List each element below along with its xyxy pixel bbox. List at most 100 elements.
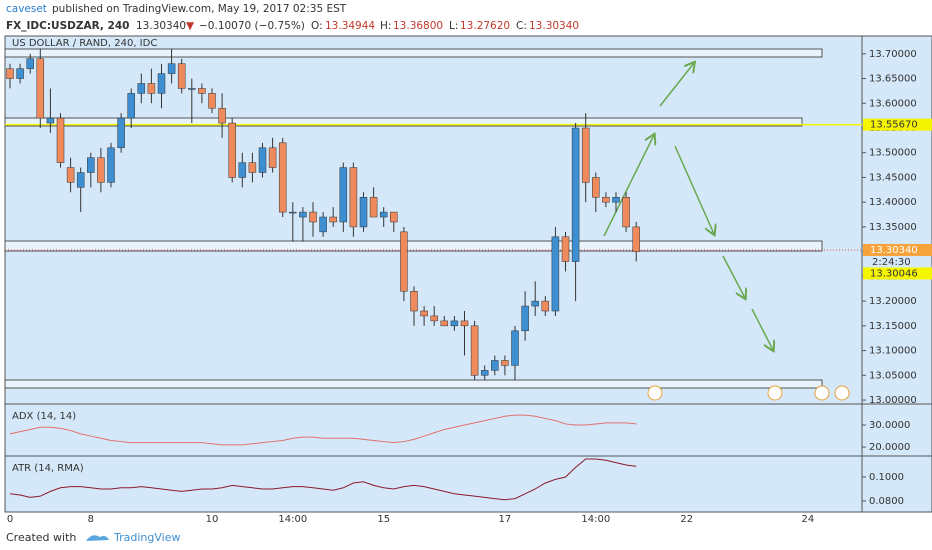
arrow: ▼ [186, 20, 195, 32]
candle-body [218, 107, 226, 124]
candle-body [491, 360, 499, 371]
o-value: 13.34944 [325, 20, 375, 32]
pane-title: ADX (14, 14) [12, 411, 76, 422]
candle-body [76, 172, 85, 188]
candle-body [440, 320, 449, 327]
price-tag [863, 118, 932, 131]
y-tick-label: 0.0800 [869, 496, 904, 507]
arrow [751, 308, 773, 350]
candle-body [460, 320, 469, 327]
candle-body [238, 162, 247, 178]
y-tick-label: 13.05000 [869, 370, 917, 381]
candle-body [622, 196, 630, 228]
candle-body [450, 320, 459, 327]
candle-body [56, 117, 65, 163]
y-tick-label: 13.10000 [869, 346, 917, 357]
candle-body [117, 117, 125, 149]
logo [86, 535, 109, 541]
candle-body [480, 370, 489, 376]
pane-title: ATR (14, RMA) [12, 463, 84, 474]
arrow [603, 135, 654, 237]
change: −0.10070 (−0.75%) [199, 20, 305, 32]
l-label: L: [449, 20, 458, 32]
y-tick-label: 13.40000 [869, 197, 917, 208]
event-icon[interactable] [767, 385, 783, 401]
candle-body [329, 216, 337, 223]
candle-body [400, 231, 408, 292]
candle-body [632, 226, 640, 252]
event-icon[interactable] [814, 385, 830, 401]
candle-body [137, 83, 146, 94]
o-label: O: [311, 20, 323, 32]
h-label: H: [380, 20, 391, 32]
candle-body [470, 325, 479, 376]
candle-body [612, 196, 620, 203]
x-tick-label: 10 [206, 514, 219, 525]
symbol: FX_IDC:USDZAR, 240 [6, 20, 129, 32]
candle-body [390, 211, 398, 223]
pane-title: US DOLLAR / RAND, 240, IDC [12, 38, 157, 49]
candle-body [268, 147, 277, 168]
candle-body [107, 147, 115, 183]
zone [4, 48, 823, 58]
x-tick-label: 22 [680, 514, 693, 525]
candle-body [167, 63, 176, 74]
candle-body [410, 290, 418, 312]
y-tick-label: 0.1000 [869, 472, 904, 483]
price-tag-label: 13.55670 [870, 120, 918, 131]
candle-body [16, 68, 24, 79]
event-icon[interactable] [647, 385, 663, 401]
candle-body [26, 58, 34, 69]
last: 13.30340 [136, 20, 186, 32]
x-tick-label: 17 [499, 514, 512, 525]
y-tick-label: 13.00000 [869, 395, 917, 406]
arrow [722, 255, 745, 298]
y-tick-label: 13.65000 [869, 74, 917, 85]
publisher[interactable]: caveset [6, 3, 47, 15]
brand[interactable]: TradingView [113, 531, 180, 544]
candle-body [188, 88, 196, 90]
candle-body [147, 83, 156, 94]
x-tick-label: 24 [802, 514, 815, 525]
drawings [4, 48, 823, 389]
event-icon[interactable] [834, 385, 850, 401]
y-tick-label: 30.0000 [869, 420, 910, 431]
price-tag-label: 13.30340 [870, 245, 918, 256]
candle-body [369, 196, 378, 218]
candle-body [6, 68, 14, 79]
candle-body [208, 93, 216, 109]
candle-body [359, 196, 368, 228]
zone [4, 379, 823, 389]
candle-body [521, 305, 529, 332]
candle-body [379, 211, 388, 218]
price-tag-label: 13.30046 [870, 268, 918, 279]
candle-body [571, 127, 580, 262]
published: published on TradingView.com, May 19, 20… [52, 3, 347, 15]
candle-body [36, 58, 45, 119]
zone [4, 117, 803, 127]
zone [4, 240, 823, 252]
candle-body [349, 167, 358, 228]
candle-body [531, 300, 539, 307]
candle-body [289, 211, 297, 214]
candle-body [430, 315, 438, 322]
candle-body [551, 236, 560, 312]
candle-body [299, 211, 307, 218]
y-tick-label: 13.45000 [869, 172, 917, 183]
candle-body [87, 157, 95, 173]
candle-body [561, 236, 570, 262]
y-tick-label: 13.60000 [869, 98, 917, 109]
created-with: Created with [6, 531, 76, 544]
candle-body [309, 211, 317, 223]
candle-body [541, 300, 550, 312]
x-tick-label: 14:00 [278, 514, 307, 525]
candle-body [258, 147, 267, 173]
candle-body [602, 196, 610, 203]
x-tick-label: 8 [88, 514, 94, 525]
candle-body [177, 63, 186, 89]
candle-body [157, 73, 166, 94]
c-label: C: [516, 20, 527, 32]
candle-body [97, 157, 105, 183]
candle-body [319, 216, 327, 233]
y-tick-label: 13.35000 [869, 222, 917, 233]
